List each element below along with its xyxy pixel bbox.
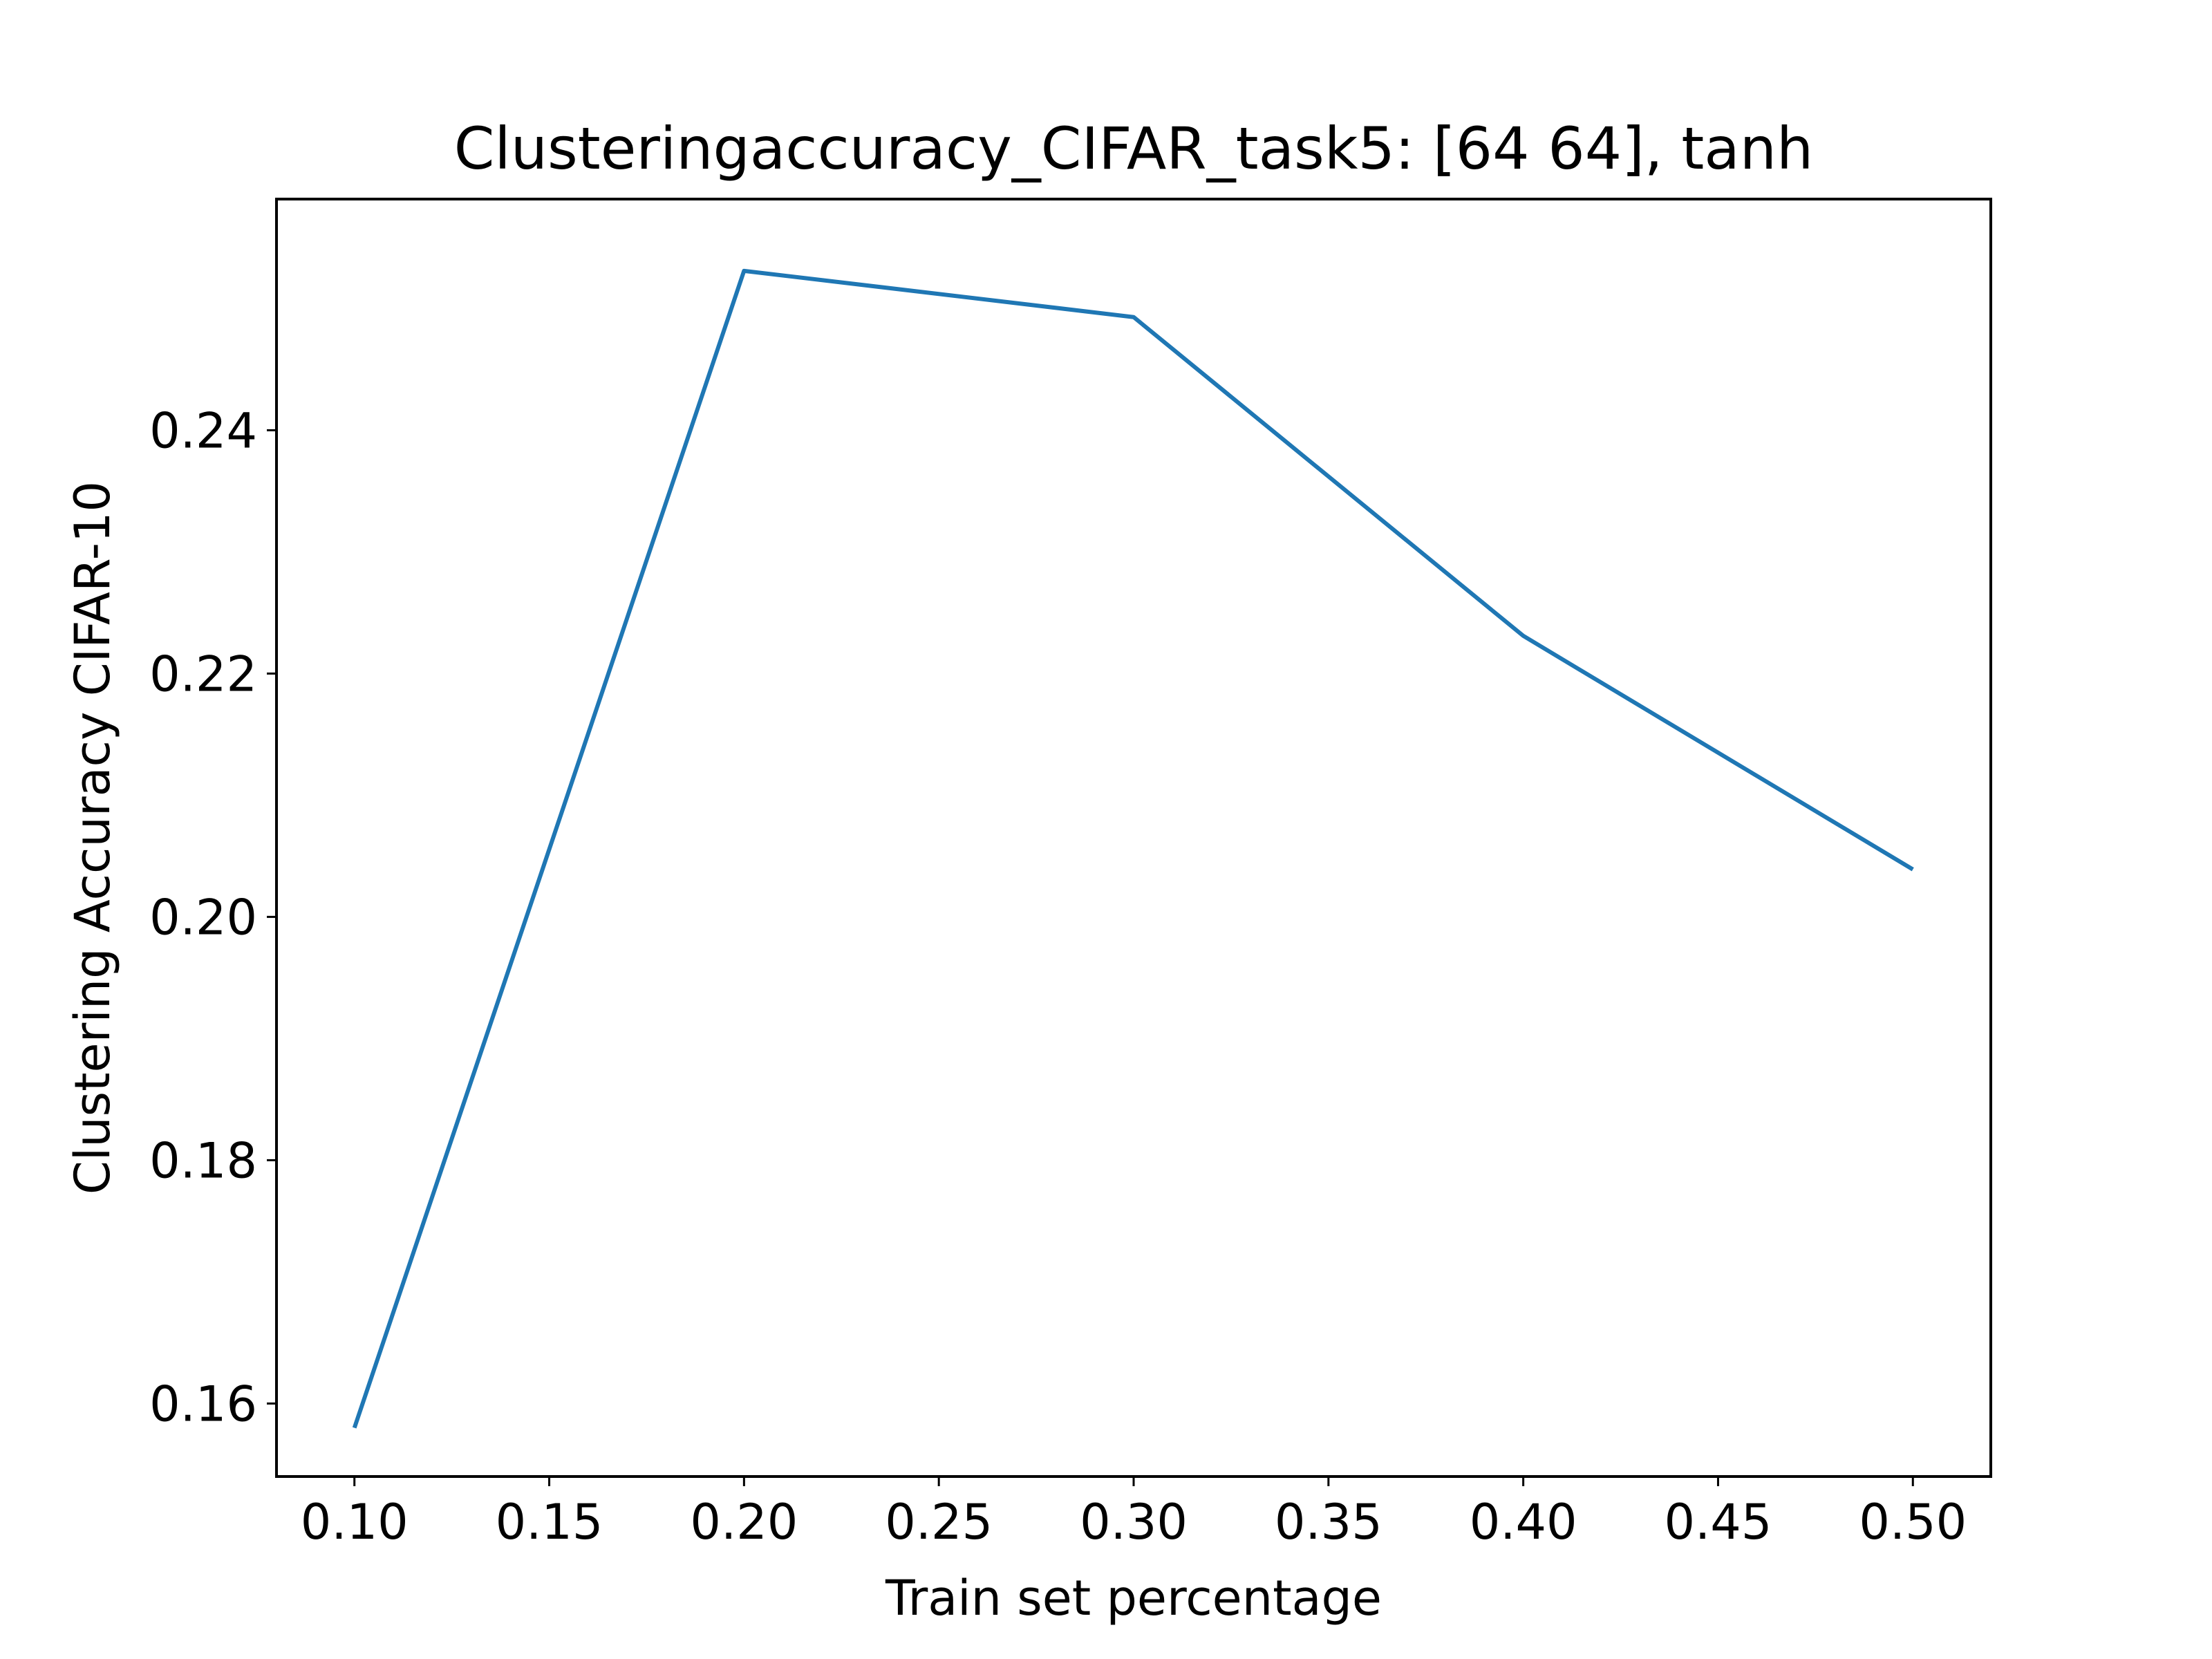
x-tick-label: 0.45 — [1665, 1494, 1772, 1550]
plot-frame — [275, 198, 1992, 1478]
y-axis-title: Clustering Accuracy CIFAR-10 — [64, 481, 121, 1194]
y-tick-label: 0.16 — [149, 1376, 257, 1432]
y-tick-label: 0.24 — [149, 402, 257, 459]
x-tick-label: 0.15 — [496, 1494, 603, 1550]
tick-layer: 0.10 0.15 0.20 0.25 0.30 0.35 0.40 0.45 0.50 0.16… — [149, 402, 1967, 1550]
chart-title: Clusteringaccuracy_CIFAR_task5: [64 64],… — [454, 115, 1813, 182]
x-tick-label: 0.30 — [1080, 1494, 1188, 1550]
x-tick-label: 0.10 — [301, 1494, 409, 1550]
x-tick-label: 0.20 — [690, 1494, 798, 1550]
x-tick-label: 0.40 — [1470, 1494, 1577, 1550]
x-tick-label: 0.35 — [1275, 1494, 1382, 1550]
x-axis-title: Train set percentage — [885, 1570, 1382, 1627]
x-tick-label: 0.25 — [885, 1494, 993, 1550]
y-tick-label: 0.20 — [149, 889, 257, 946]
y-tick-label: 0.18 — [149, 1132, 257, 1189]
x-tick-label: 0.50 — [1859, 1494, 1967, 1550]
y-tick-label: 0.22 — [149, 646, 257, 702]
series-layer — [352, 268, 1914, 1429]
